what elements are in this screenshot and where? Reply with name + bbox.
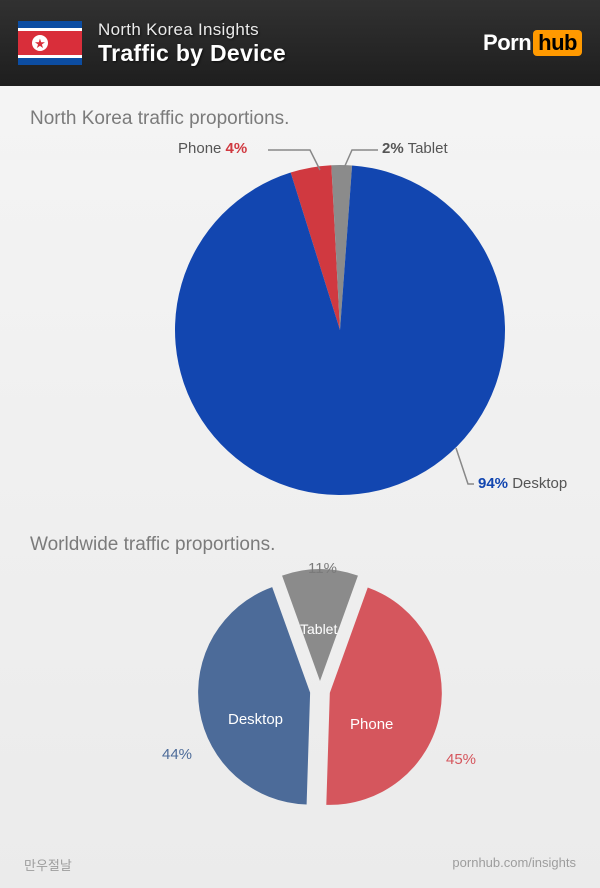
footer: 만우절날 pornhub.com/insights xyxy=(0,855,600,874)
header-bar: ★ North Korea Insights Traffic by Device… xyxy=(0,0,600,86)
chart1-wrap: Phone 4% 2% Tablet 94% Desktop xyxy=(30,130,570,530)
chart1-desktop-label: Desktop xyxy=(512,475,567,492)
footer-left: 만우절날 xyxy=(24,855,72,874)
chart1-pie xyxy=(30,130,600,530)
logo-left: Porn xyxy=(483,30,531,56)
logo-right: hub xyxy=(533,30,582,56)
chart2-tablet-inlabel: Tablet xyxy=(300,621,337,637)
footer-right: pornhub.com/insights xyxy=(452,855,576,874)
chart1-label: North Korea traffic proportions. xyxy=(30,108,570,130)
chart1-tablet-label: Tablet xyxy=(408,140,448,157)
chart2-desktop-pct: 44% xyxy=(162,746,192,763)
chart2-phone-inlabel: Phone xyxy=(350,716,393,733)
chart2-desktop-inlabel: Desktop xyxy=(228,711,283,728)
chart1-phone-annot: Phone 4% xyxy=(178,140,247,157)
header-titles: North Korea Insights Traffic by Device xyxy=(98,20,286,67)
chart1-phone-pct: 4% xyxy=(226,140,248,157)
chart2-phone-pct: 45% xyxy=(446,751,476,768)
chart1-tablet-annot: 2% Tablet xyxy=(382,140,448,157)
chart1-phone-leader xyxy=(268,150,320,170)
chart2-wrap: Tablet Phone Desktop 11% 45% 44% xyxy=(30,556,570,836)
chart1-desktop-pct: 94% xyxy=(478,475,508,492)
chart2-tablet-pct: 11% xyxy=(308,560,337,577)
chart1-tablet-pct: 2% xyxy=(382,140,404,157)
header-subtitle: North Korea Insights xyxy=(98,20,286,40)
chart2-pie xyxy=(30,556,600,836)
chart1-desktop-leader xyxy=(456,448,474,484)
pie-slice-desktop xyxy=(198,587,310,804)
pie-slice-phone xyxy=(326,587,442,804)
pornhub-logo: Porn hub xyxy=(483,30,582,56)
chart1-phone-label: Phone xyxy=(178,140,221,157)
north-korea-flag-icon: ★ xyxy=(18,21,82,65)
header-title: Traffic by Device xyxy=(98,40,286,67)
chart1-desktop-annot: 94% Desktop xyxy=(478,475,567,492)
chart2-label: Worldwide traffic proportions. xyxy=(30,534,570,556)
